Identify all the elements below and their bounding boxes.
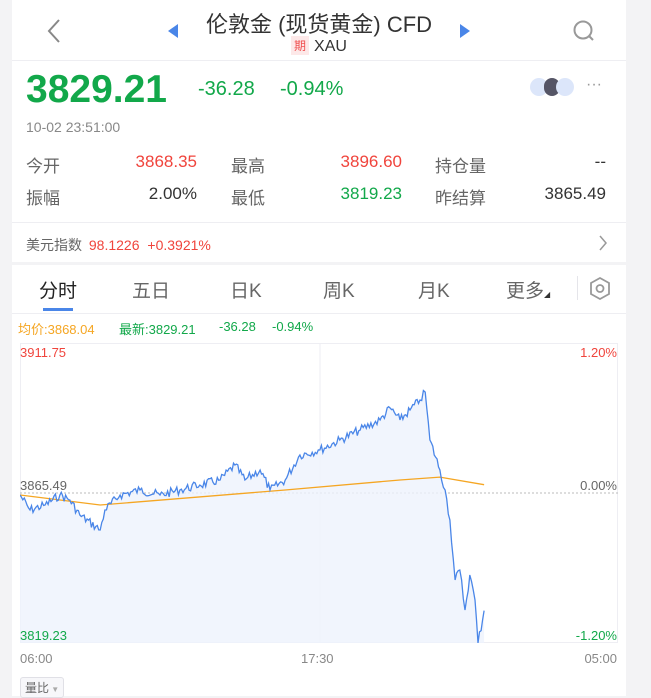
stat-open: 3868.35 [135, 152, 197, 171]
active-tab-indicator [43, 308, 73, 311]
price-line [20, 389, 485, 643]
avg-line [20, 476, 485, 506]
search-icon[interactable] [572, 19, 596, 43]
volume-ratio-button[interactable]: 量比 ▼ [20, 677, 65, 698]
volume-ratio-label: 量比 [25, 681, 50, 695]
tab-monthly-k[interactable]: 月K [418, 281, 450, 302]
caret-down-icon: ▼ [49, 685, 60, 694]
stat-label: 振幅 [26, 189, 60, 208]
futures-badge: 期 [291, 36, 310, 55]
intraday-chart[interactable] [20, 343, 618, 643]
y-label-top: 3911.75 [20, 345, 67, 360]
app-screen: 伦敦金 (现货黄金) CFD 期 XAU 3829.21 -36.28 -0.94… [12, 0, 626, 698]
last-price: 3829.21 [26, 68, 167, 111]
pct-label-bottom: -1.20% [575, 628, 617, 643]
chevron-left-icon[interactable] [46, 18, 62, 44]
triangle-right-icon[interactable] [460, 24, 470, 38]
stat-label: 今开 [26, 157, 60, 176]
y-label-mid: 3865.49 [20, 478, 67, 493]
chevron-right-icon[interactable] [598, 234, 608, 252]
tab-more[interactable]: 更多◢ [506, 276, 550, 303]
dollar-index-value: 98.1226 [88, 237, 140, 253]
tab-intraday[interactable]: 分时 [39, 281, 78, 302]
stat-open-interest: -- [594, 152, 606, 171]
triangle-left-icon[interactable] [168, 24, 178, 38]
stat-label: 持仓量 [435, 157, 486, 176]
social-avatars[interactable] [530, 78, 574, 101]
pct-label-top: 1.20% [580, 345, 617, 360]
x-label-start: 06:00 [20, 651, 53, 666]
symbol-line: 期 XAU [12, 36, 626, 56]
caret-down-icon: ◢ [544, 290, 551, 299]
stat-low: 3819.23 [340, 184, 402, 203]
price-area [20, 390, 485, 643]
stat-label: 最高 [231, 157, 265, 176]
stat-label: 昨结算 [435, 189, 486, 208]
tab-daily-k[interactable]: 日K [230, 281, 262, 302]
legend-change: -36.28 [219, 319, 256, 334]
pct-label-mid: 0.00% [580, 478, 617, 493]
price-change: -36.28 [198, 78, 255, 100]
legend-latest: 最新:3829.21 [119, 322, 196, 337]
stat-amplitude: 2.00% [148, 184, 197, 203]
dollar-index-label: 美元指数 [26, 237, 82, 253]
dollar-index-row[interactable]: 美元指数 98.1226 +0.3921% [26, 235, 211, 255]
settings-hexagon-icon[interactable] [588, 276, 612, 302]
price-change-pct: -0.94% [280, 78, 344, 100]
x-label-end: 05:00 [584, 651, 617, 666]
tab-five-day[interactable]: 五日 [132, 281, 171, 302]
page-title: 伦敦金 (现货黄金) CFD [205, 12, 433, 37]
stat-label: 最低 [231, 189, 265, 208]
symbol: XAU [314, 38, 347, 55]
quote-time: 10-02 23:51:00 [26, 119, 121, 135]
tab-more-label: 更多 [506, 281, 545, 302]
legend-avg: 均价:3868.04 [18, 322, 95, 337]
stat-high: 3896.60 [340, 152, 402, 171]
y-label-bottom: 3819.23 [20, 628, 67, 643]
ellipsis-icon[interactable]: ··· [586, 76, 602, 93]
legend-pct: -0.94% [272, 319, 314, 334]
dollar-index-change: +0.3921% [147, 237, 211, 253]
x-label-mid: 17:30 [301, 651, 334, 666]
stat-prev-settle: 3865.49 [544, 184, 606, 203]
tab-weekly-k[interactable]: 周K [323, 281, 355, 302]
